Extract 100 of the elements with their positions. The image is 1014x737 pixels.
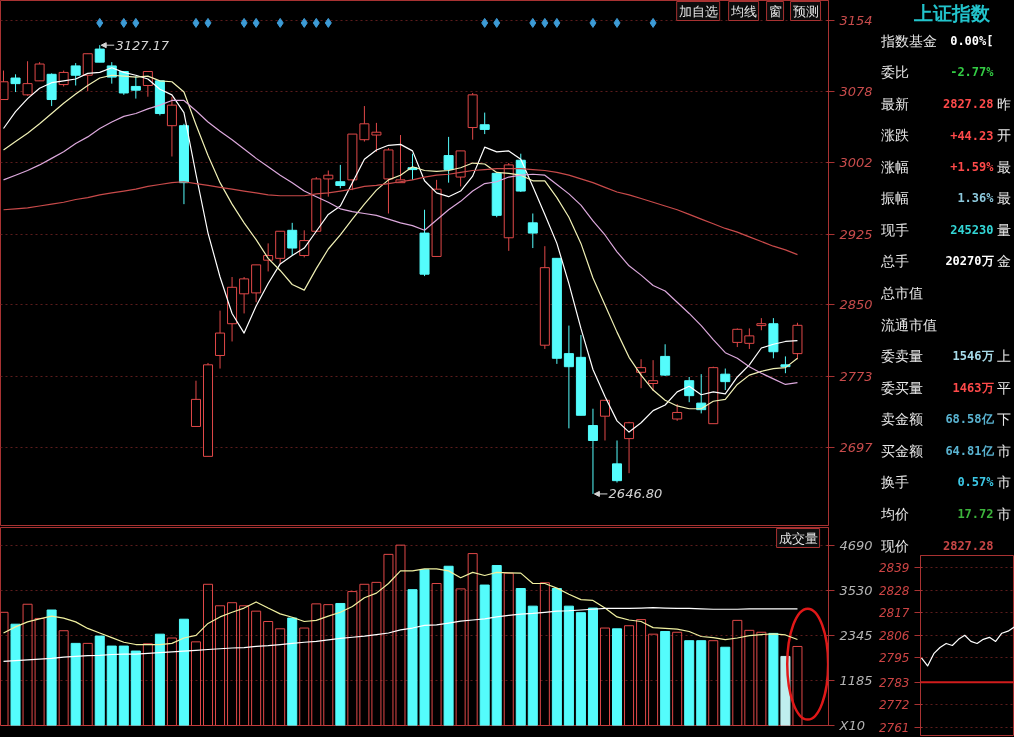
text: +44.23	[950, 128, 994, 143]
bar	[323, 604, 334, 726]
text: 2827.28	[942, 97, 994, 112]
candlestick	[648, 359, 659, 392]
category-label: 现手	[880, 221, 909, 238]
bar	[299, 627, 310, 726]
bar	[672, 631, 683, 726]
candlestick	[660, 343, 671, 377]
category-label: 涨跌	[880, 127, 909, 144]
category-label: 最	[996, 158, 1011, 175]
bar	[515, 588, 526, 726]
bar	[696, 640, 707, 726]
bar	[587, 607, 598, 726]
y-tick-label: 2773	[839, 368, 873, 384]
bar	[720, 646, 731, 726]
category-label: 委比	[880, 64, 909, 81]
category-label: 卖金额	[880, 411, 923, 428]
bar	[118, 645, 129, 726]
bar	[311, 603, 322, 726]
category-label: 现价	[880, 537, 909, 554]
candlestick	[744, 327, 755, 350]
category-label: 涨幅	[880, 158, 909, 175]
bar	[768, 632, 779, 726]
text: 64.81亿	[945, 443, 994, 458]
category-label: 市	[996, 505, 1011, 522]
bar	[792, 645, 803, 726]
text: -2.77%	[950, 65, 994, 80]
bar	[539, 582, 550, 726]
annotation: 预测	[792, 3, 819, 19]
y-tick-label: 2839	[878, 561, 910, 576]
line-series	[920, 626, 1014, 667]
category-label: 金	[996, 253, 1011, 270]
bar	[10, 623, 21, 726]
candlestick	[323, 170, 334, 198]
y-tick-label: 1185	[839, 672, 873, 688]
bar	[467, 553, 478, 726]
category-label: 昨	[996, 95, 1011, 112]
text: 68.58亿	[945, 412, 994, 427]
candlestick	[130, 75, 141, 100]
category-label: 量	[996, 221, 1011, 238]
category-label: 流通市值	[880, 316, 937, 333]
bar	[503, 572, 514, 726]
text: +1.59%	[950, 159, 994, 174]
candlestick	[287, 222, 298, 257]
candlestick	[587, 408, 598, 495]
candlestick	[720, 368, 731, 391]
category-label: 下	[996, 411, 1011, 428]
annotation: 窗	[768, 3, 782, 19]
text: 1.36%	[957, 191, 994, 206]
category-label: 总手	[880, 253, 909, 270]
bar	[612, 628, 623, 726]
candlestick	[335, 164, 346, 189]
bar	[575, 612, 586, 726]
y-tick-label: 2345	[839, 628, 873, 644]
category-label: 委卖量	[880, 348, 923, 365]
bar	[106, 645, 117, 726]
y-tick-label: 2850	[839, 296, 873, 312]
bar	[684, 640, 695, 726]
bar	[130, 650, 141, 726]
bar	[166, 637, 177, 726]
bar	[46, 609, 57, 726]
bar	[239, 605, 250, 726]
bar	[227, 602, 238, 726]
bar	[215, 605, 226, 726]
text: 2827.28	[942, 539, 994, 553]
bar	[287, 617, 298, 726]
candlestick	[166, 96, 177, 158]
candlestick	[612, 439, 623, 484]
text: 20270万	[945, 254, 994, 269]
bar	[479, 584, 490, 726]
y-tick-label: 2925	[839, 226, 873, 242]
bar	[94, 635, 105, 726]
annotation: 2646.80	[608, 486, 663, 502]
bar	[178, 618, 189, 726]
bar	[190, 641, 201, 726]
bar	[551, 588, 562, 726]
candlestick	[82, 53, 93, 92]
bar	[708, 640, 719, 726]
text: 245230	[950, 223, 994, 238]
category-label: 买金额	[880, 442, 923, 459]
candlestick	[624, 421, 635, 474]
line-series	[2, 568, 799, 646]
bar	[82, 642, 93, 726]
bar	[443, 565, 454, 726]
y-tick-label: 2761	[878, 720, 910, 735]
annotation: 3127.17	[115, 37, 170, 53]
bar	[154, 633, 165, 726]
candlestick	[527, 212, 538, 249]
y-tick-label: 4690	[839, 538, 873, 554]
bar	[455, 588, 466, 726]
y-tick-label: 3530	[839, 582, 873, 598]
bar	[527, 605, 538, 726]
category-label: 均价	[880, 505, 909, 522]
line-series	[2, 168, 799, 256]
category-label: 市	[996, 442, 1011, 459]
annotation: 均线	[729, 3, 757, 19]
y-tick-label: X10	[838, 718, 865, 733]
category-label: 市	[996, 474, 1011, 491]
bar	[563, 605, 574, 726]
candlestick	[34, 61, 45, 82]
